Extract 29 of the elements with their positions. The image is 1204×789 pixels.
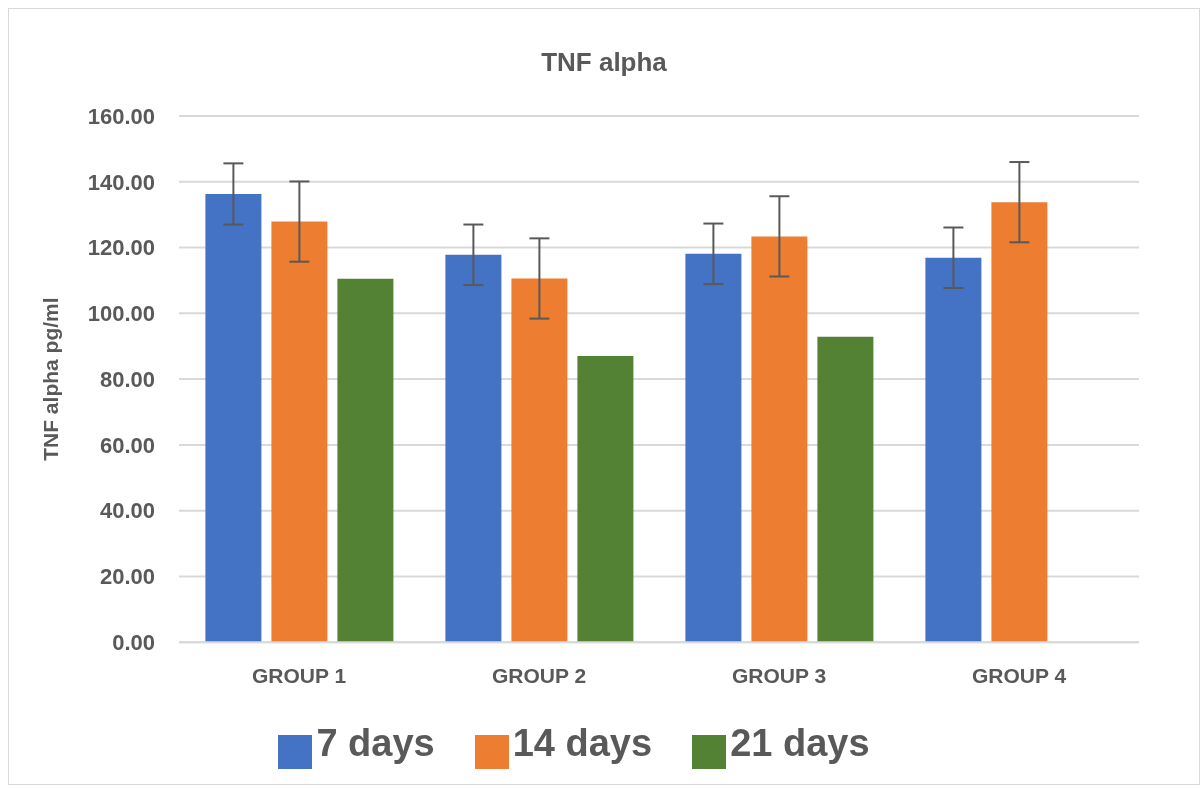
bar	[925, 257, 982, 643]
legend-label: 21 days	[730, 722, 870, 765]
x-tick-label: GROUP 3	[731, 664, 827, 688]
bar	[511, 278, 568, 643]
bar	[817, 336, 874, 643]
x-tick-label: GROUP 4	[971, 664, 1067, 688]
y-axis-title: TNF alpha pg/ml	[39, 297, 63, 461]
bar	[271, 221, 328, 643]
legend-label: 14 days	[512, 722, 653, 765]
y-tick-label: 40.00	[99, 498, 155, 524]
legend-label: 7 days	[316, 722, 435, 765]
y-tick-label: 100.00	[87, 301, 155, 327]
y-tick-label: 20.00	[99, 564, 155, 590]
bar	[337, 278, 394, 643]
bar	[445, 254, 502, 643]
bar	[991, 202, 1048, 643]
bar	[685, 253, 742, 643]
x-tick-label: GROUP 1	[251, 664, 347, 688]
y-tick-label: 140.00	[87, 169, 155, 195]
bar	[751, 236, 808, 643]
y-tick-label: 160.00	[87, 103, 155, 129]
y-tick-label: 0.00	[112, 630, 155, 656]
chart-title: TNF alpha	[540, 47, 668, 78]
y-tick-label: 80.00	[99, 366, 155, 392]
x-tick-label: GROUP 2	[491, 664, 587, 688]
bar	[205, 193, 262, 643]
y-tick-label: 60.00	[99, 432, 155, 458]
y-tick-label: 120.00	[87, 235, 155, 261]
bar	[577, 356, 634, 643]
